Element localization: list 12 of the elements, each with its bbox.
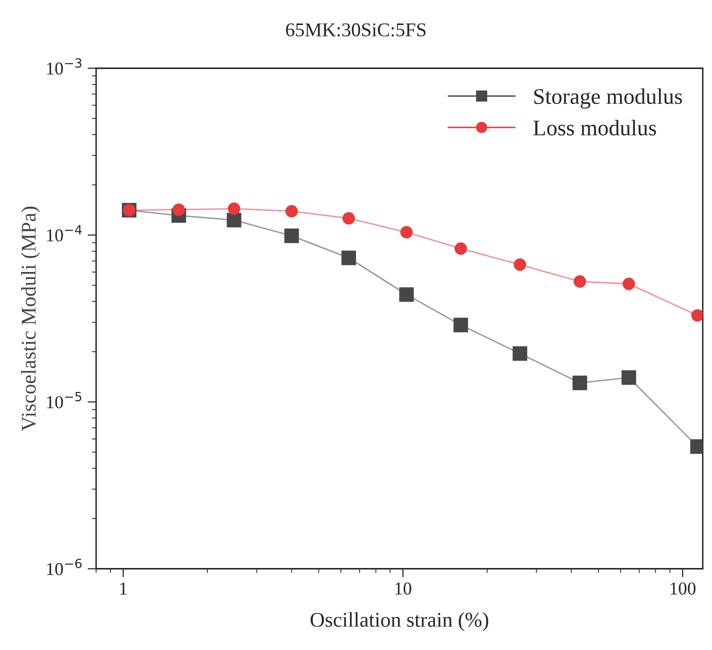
y-tick-label: 10$^{−5}$ <box>47 392 82 408</box>
y-tick-label: 10$^{−4}$ <box>47 225 82 242</box>
legend-label: Storage modulus <box>534 88 682 109</box>
x-axis-title: Oscillation strain (%) <box>310 612 488 632</box>
y-tick-label: 10$^{−3}$ <box>47 58 82 75</box>
y-tick-label: 10$^{−6}$ <box>47 558 82 576</box>
y-axis-title: Viscoelastic Moduli (MPa) <box>21 206 40 432</box>
x-tick-label: 1 <box>120 582 127 594</box>
legend-label: Loss modulus <box>533 120 656 136</box>
chart-title: 65MK:30SiC:5FS <box>286 23 426 37</box>
x-tick-label: 10 <box>395 582 412 595</box>
x-tick-label: 100 <box>670 582 696 595</box>
